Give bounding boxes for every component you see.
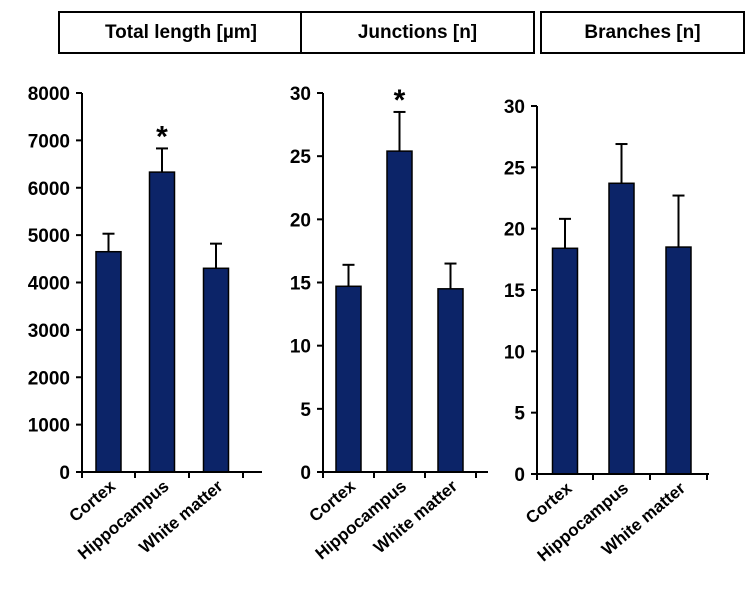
bar xyxy=(665,246,692,475)
bar xyxy=(335,285,362,473)
y-tick-label: 25 xyxy=(504,158,526,179)
y-tick-label: 20 xyxy=(290,210,311,231)
y-tick-label: 8000 xyxy=(28,84,70,105)
y-tick-label: 3000 xyxy=(28,321,70,342)
y-tick-label: 15 xyxy=(504,281,526,302)
bar xyxy=(437,288,464,473)
bar xyxy=(95,250,122,473)
category-label: Hippocampus xyxy=(74,477,172,564)
y-tick-label: 5 xyxy=(300,400,311,421)
chart-title-total-length: Total length [µm] xyxy=(58,11,304,54)
chart-title-junctions: Junctions [n] xyxy=(300,11,535,54)
bar xyxy=(551,247,579,475)
y-tick-label: 25 xyxy=(290,147,312,168)
y-tick-label: 30 xyxy=(290,84,311,105)
y-tick-label: 7000 xyxy=(28,131,70,152)
category-label: Hippocampus xyxy=(312,477,410,564)
category-label: Cortex xyxy=(522,478,576,528)
y-tick-label: 6000 xyxy=(28,179,70,200)
bar xyxy=(608,182,635,475)
chart-title-branches: Branches [n] xyxy=(540,11,745,54)
y-tick-label: 4000 xyxy=(28,274,70,295)
bar xyxy=(148,171,176,473)
y-tick-label: 5 xyxy=(514,404,525,425)
y-tick-label: 30 xyxy=(504,97,525,118)
y-tick-label: 10 xyxy=(290,337,311,358)
y-tick-label: 0 xyxy=(300,463,311,484)
bar xyxy=(386,150,413,473)
y-tick-label: 0 xyxy=(514,465,525,486)
y-tick-label: 1000 xyxy=(28,416,70,437)
y-tick-label: 10 xyxy=(504,342,525,363)
y-tick-label: 0 xyxy=(59,463,70,484)
significance-marker: * xyxy=(394,84,406,117)
significance-marker: * xyxy=(156,120,168,153)
y-tick-label: 15 xyxy=(290,274,312,295)
y-tick-label: 20 xyxy=(504,220,525,241)
y-tick-label: 2000 xyxy=(28,368,70,389)
y-tick-label: 5000 xyxy=(28,226,70,247)
bar xyxy=(202,267,230,473)
